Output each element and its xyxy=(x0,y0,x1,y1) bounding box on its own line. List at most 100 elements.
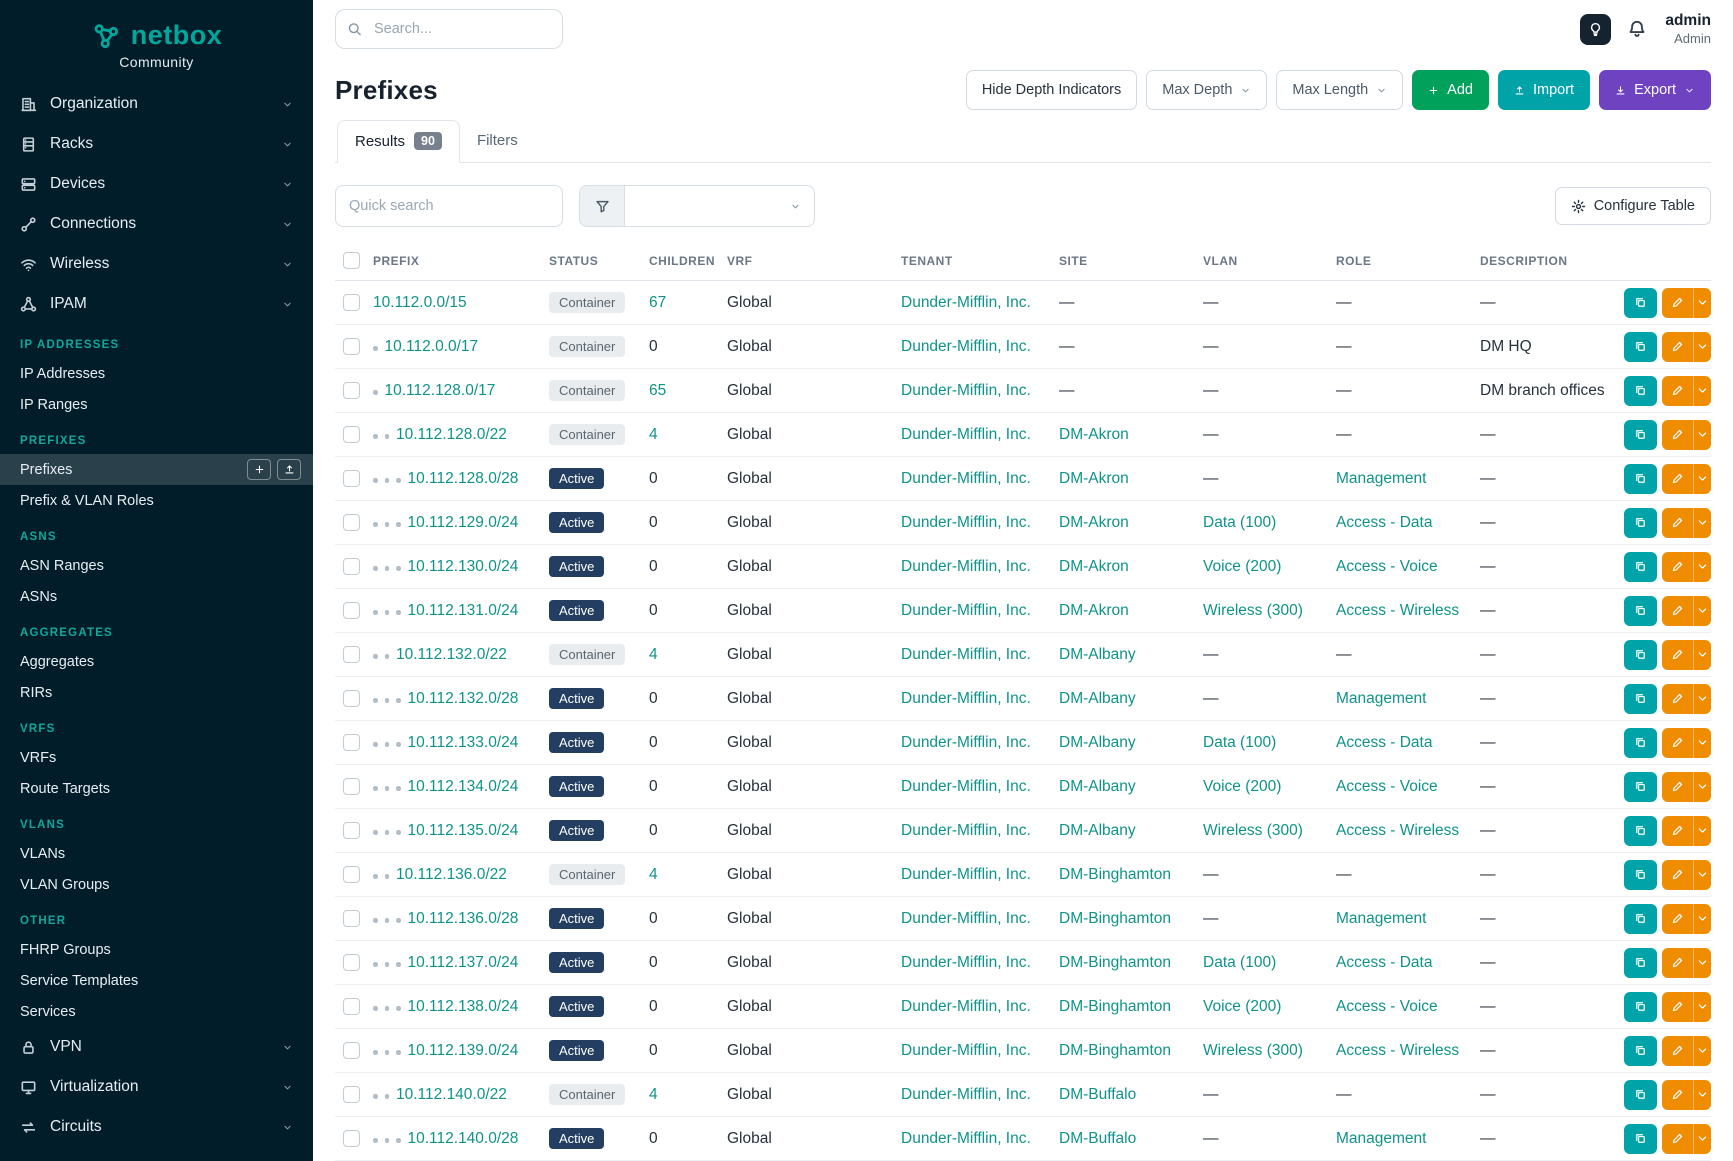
sidebar-item-prefix-vlan-roles[interactable]: Prefix & VLAN Roles xyxy=(0,485,313,516)
role-link[interactable]: Access - Wireless xyxy=(1336,602,1459,619)
sidebar-item-circuits[interactable]: Circuits xyxy=(0,1107,313,1147)
tenant-link[interactable]: Dunder-Mifflin, Inc. xyxy=(901,734,1031,751)
add-button[interactable]: Add xyxy=(1412,70,1489,110)
edit-button[interactable] xyxy=(1662,596,1693,626)
copy-button[interactable] xyxy=(1624,420,1657,450)
copy-button[interactable] xyxy=(1624,552,1657,582)
sidebar-item-services[interactable]: Services xyxy=(0,996,313,1027)
edit-dropdown-button[interactable] xyxy=(1693,288,1711,318)
sidebar-item-organization[interactable]: Organization xyxy=(0,84,313,124)
edit-dropdown-button[interactable] xyxy=(1693,728,1711,758)
notifications-button[interactable] xyxy=(1627,19,1647,39)
edit-dropdown-button[interactable] xyxy=(1693,640,1711,670)
edit-dropdown-button[interactable] xyxy=(1693,772,1711,802)
tenant-link[interactable]: Dunder-Mifflin, Inc. xyxy=(901,998,1031,1015)
site-link[interactable]: DM-Albany xyxy=(1059,690,1136,707)
edit-dropdown-button[interactable] xyxy=(1693,376,1711,406)
edit-button[interactable] xyxy=(1662,684,1693,714)
column-header-children[interactable]: CHILDREN xyxy=(641,243,719,281)
copy-button[interactable] xyxy=(1624,1036,1657,1066)
sidebar-item-ipam[interactable]: IPAM xyxy=(0,284,313,324)
copy-button[interactable] xyxy=(1624,816,1657,846)
role-link[interactable]: Access - Wireless xyxy=(1336,1042,1459,1059)
edit-button[interactable] xyxy=(1662,640,1693,670)
edit-button[interactable] xyxy=(1662,904,1693,934)
column-header-description[interactable]: DESCRIPTION xyxy=(1472,243,1616,281)
prefix-link[interactable]: 10.112.136.0/28 xyxy=(408,910,519,927)
edit-button[interactable] xyxy=(1662,376,1693,406)
prefix-link[interactable]: 10.112.0.0/17 xyxy=(385,338,479,355)
sidebar-item-ip-ranges[interactable]: IP Ranges xyxy=(0,389,313,420)
edit-button[interactable] xyxy=(1662,1080,1693,1110)
sidebar-item-vlans[interactable]: VLANs xyxy=(0,838,313,869)
site-link[interactable]: DM-Binghamton xyxy=(1059,1042,1171,1059)
tenant-link[interactable]: Dunder-Mifflin, Inc. xyxy=(901,382,1031,399)
edit-button[interactable] xyxy=(1662,508,1693,538)
edit-dropdown-button[interactable] xyxy=(1693,860,1711,890)
row-checkbox[interactable] xyxy=(343,690,360,707)
export-dropdown-button[interactable]: Export xyxy=(1599,70,1711,110)
tenant-link[interactable]: Dunder-Mifflin, Inc. xyxy=(901,1042,1031,1059)
site-link[interactable]: DM-Binghamton xyxy=(1059,998,1171,1015)
sidebar-item-ip-addresses[interactable]: IP Addresses xyxy=(0,358,313,389)
row-checkbox[interactable] xyxy=(343,822,360,839)
column-header-vlan[interactable]: VLAN xyxy=(1195,243,1328,281)
vlan-link[interactable]: Voice (200) xyxy=(1203,558,1281,575)
prefix-link[interactable]: 10.112.128.0/28 xyxy=(408,470,519,487)
prefix-link[interactable]: 10.112.138.0/24 xyxy=(408,998,519,1015)
row-checkbox[interactable] xyxy=(343,338,360,355)
edit-dropdown-button[interactable] xyxy=(1693,420,1711,450)
tenant-link[interactable]: Dunder-Mifflin, Inc. xyxy=(901,426,1031,443)
row-checkbox[interactable] xyxy=(343,602,360,619)
select-all-checkbox[interactable] xyxy=(343,252,360,269)
column-header-vrf[interactable]: VRF xyxy=(719,243,893,281)
prefix-link[interactable]: 10.112.132.0/22 xyxy=(396,646,507,663)
hide-depth-indicators-button[interactable]: Hide Depth Indicators xyxy=(966,70,1137,110)
column-header-prefix[interactable]: PREFIX xyxy=(365,243,541,281)
tenant-link[interactable]: Dunder-Mifflin, Inc. xyxy=(901,470,1031,487)
role-link[interactable]: Access - Data xyxy=(1336,514,1432,531)
sidebar-item-racks[interactable]: Racks xyxy=(0,124,313,164)
row-checkbox[interactable] xyxy=(343,382,360,399)
row-checkbox[interactable] xyxy=(343,294,360,311)
prefix-link[interactable]: 10.112.129.0/24 xyxy=(408,514,519,531)
tenant-link[interactable]: Dunder-Mifflin, Inc. xyxy=(901,778,1031,795)
copy-button[interactable] xyxy=(1624,464,1657,494)
copy-button[interactable] xyxy=(1624,596,1657,626)
row-checkbox[interactable] xyxy=(343,514,360,531)
row-checkbox[interactable] xyxy=(343,558,360,575)
vlan-link[interactable]: Data (100) xyxy=(1203,514,1276,531)
sidebar-item-wireless[interactable]: Wireless xyxy=(0,244,313,284)
edit-dropdown-button[interactable] xyxy=(1693,508,1711,538)
prefix-link[interactable]: 10.112.128.0/22 xyxy=(396,426,507,443)
prefix-link[interactable]: 10.112.128.0/17 xyxy=(385,382,496,399)
tenant-link[interactable]: Dunder-Mifflin, Inc. xyxy=(901,558,1031,575)
edit-dropdown-button[interactable] xyxy=(1693,596,1711,626)
prefix-link[interactable]: 10.112.131.0/24 xyxy=(408,602,519,619)
column-header-tenant[interactable]: TENANT xyxy=(893,243,1051,281)
quick-search-input[interactable] xyxy=(335,185,563,227)
netbox-brand[interactable]: netbox Community xyxy=(0,12,313,84)
children-count-link[interactable]: 4 xyxy=(649,646,658,663)
edit-button[interactable] xyxy=(1662,288,1693,318)
edit-button[interactable] xyxy=(1662,948,1693,978)
copy-button[interactable] xyxy=(1624,772,1657,802)
column-header-status[interactable]: STATUS xyxy=(541,243,641,281)
tenant-link[interactable]: Dunder-Mifflin, Inc. xyxy=(901,954,1031,971)
children-count-link[interactable]: 67 xyxy=(649,294,666,311)
vlan-link[interactable]: Data (100) xyxy=(1203,734,1276,751)
copy-button[interactable] xyxy=(1624,508,1657,538)
filter-button[interactable] xyxy=(579,185,625,227)
copy-button[interactable] xyxy=(1624,1124,1657,1154)
site-link[interactable]: DM-Binghamton xyxy=(1059,954,1171,971)
edit-dropdown-button[interactable] xyxy=(1693,464,1711,494)
site-link[interactable]: DM-Binghamton xyxy=(1059,910,1171,927)
copy-button[interactable] xyxy=(1624,728,1657,758)
tenant-link[interactable]: Dunder-Mifflin, Inc. xyxy=(901,338,1031,355)
tenant-link[interactable]: Dunder-Mifflin, Inc. xyxy=(901,1086,1031,1103)
sidebar-item-vpn[interactable]: VPN xyxy=(0,1027,313,1067)
copy-button[interactable] xyxy=(1624,860,1657,890)
prefix-link[interactable]: 10.112.133.0/24 xyxy=(408,734,519,751)
edit-button[interactable] xyxy=(1662,1124,1693,1154)
vlan-link[interactable]: Voice (200) xyxy=(1203,998,1281,1015)
